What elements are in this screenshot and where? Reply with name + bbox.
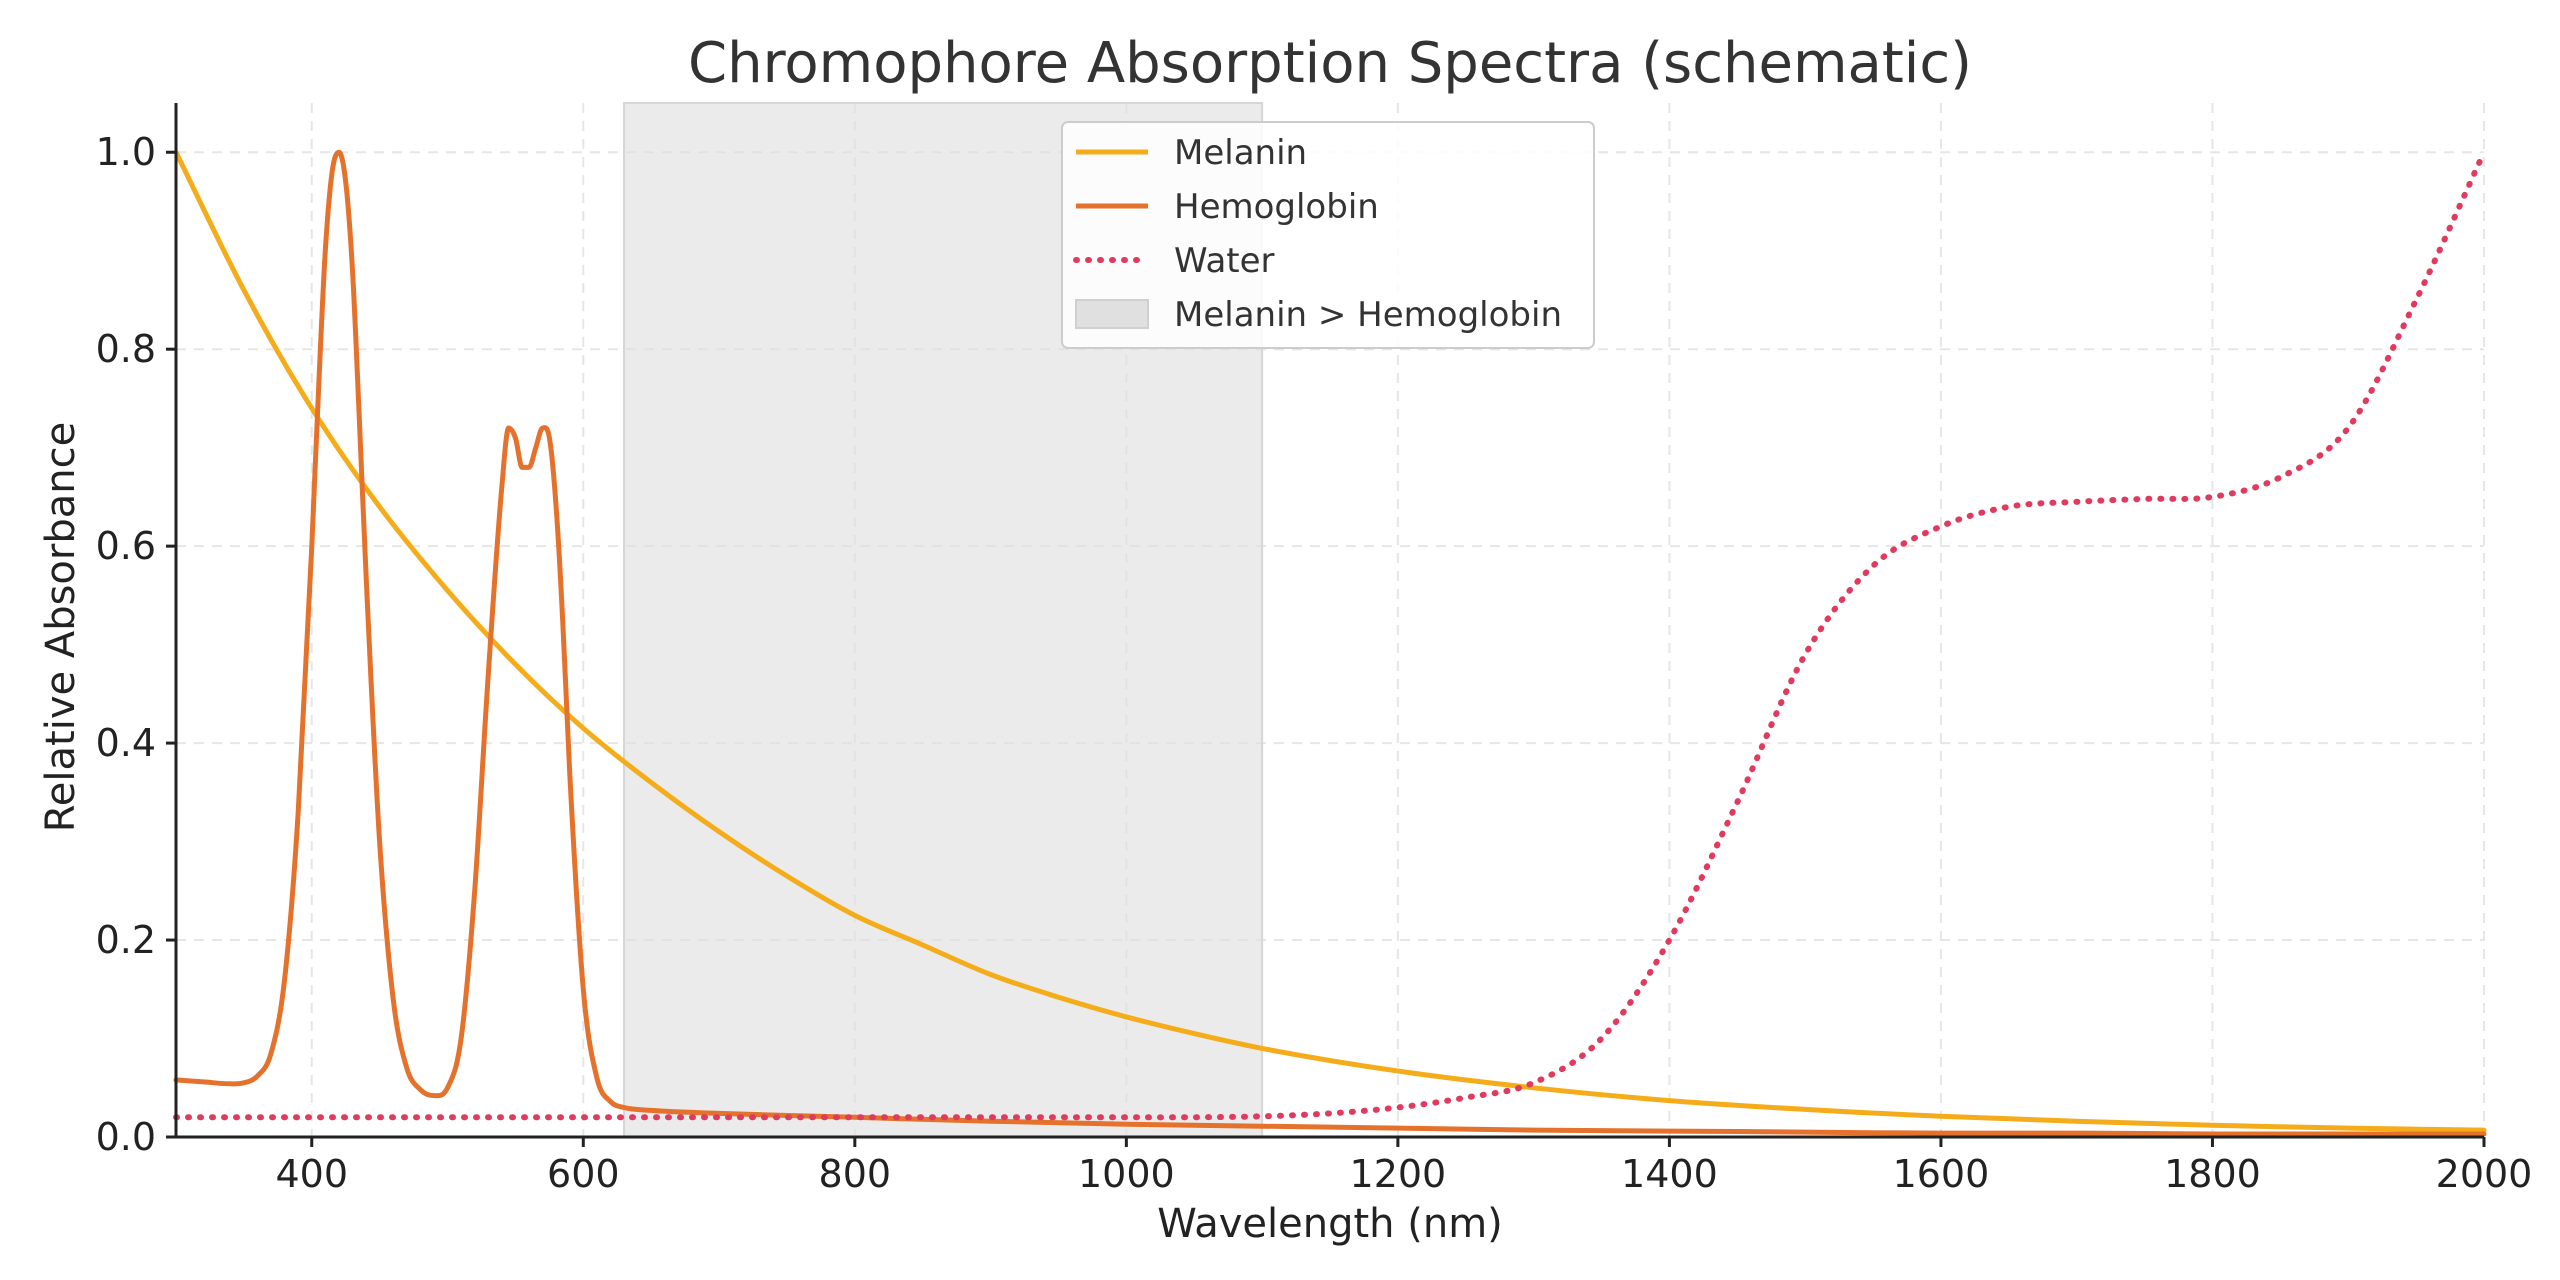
x-tick-label: 400	[275, 1152, 348, 1196]
legend-label-hemoglobin: Hemoglobin	[1174, 187, 1379, 227]
x-tick-label: 1600	[1893, 1152, 1990, 1196]
x-tick-label: 2000	[2436, 1152, 2533, 1196]
series-line-water	[173, 149, 2487, 1121]
x-tick-label: 600	[547, 1152, 620, 1196]
x-tick-label: 1800	[2164, 1152, 2261, 1196]
series-line-hemoglobin	[173, 149, 2487, 1137]
y-tick-label: 1.0	[96, 130, 156, 174]
series-line-melanin	[173, 149, 2487, 1133]
y-tick-label: 0.2	[96, 918, 156, 962]
legend-label-shaded-region: Melanin > Hemoglobin	[1174, 295, 1562, 335]
axes	[174, 103, 2484, 1139]
y-tick-label: 0.0	[96, 1115, 156, 1159]
legend-swatch-shaded-region	[1075, 299, 1149, 329]
legend-label-water: Water	[1174, 241, 1275, 281]
x-tick-label: 800	[819, 1152, 892, 1196]
ticks: 400 600 800 1000 1200 1400 1600 1800 2000 0.0 0.2 0…	[96, 130, 2533, 1196]
y-tick-label: 0.8	[96, 327, 156, 371]
y-axis-label: Relative Absorbance	[38, 422, 84, 832]
x-tick-label: 1000	[1078, 1152, 1175, 1196]
chart-title: Chromophore Absorption Spectra (schemati…	[688, 31, 1972, 96]
y-tick-label: 0.4	[96, 721, 156, 765]
legend-label-melanin: Melanin	[1174, 133, 1307, 173]
x-tick-label: 1400	[1621, 1152, 1718, 1196]
x-axis-label: Wavelength (nm)	[1157, 1201, 1503, 1247]
legend-box	[1061, 121, 1595, 349]
legend: Melanin Hemoglobin Water Melanin > Hemoglob…	[1061, 121, 1595, 349]
series-layer	[173, 149, 2487, 1137]
x-tick-label: 1200	[1350, 1152, 1447, 1196]
y-tick-label: 0.6	[96, 524, 156, 568]
